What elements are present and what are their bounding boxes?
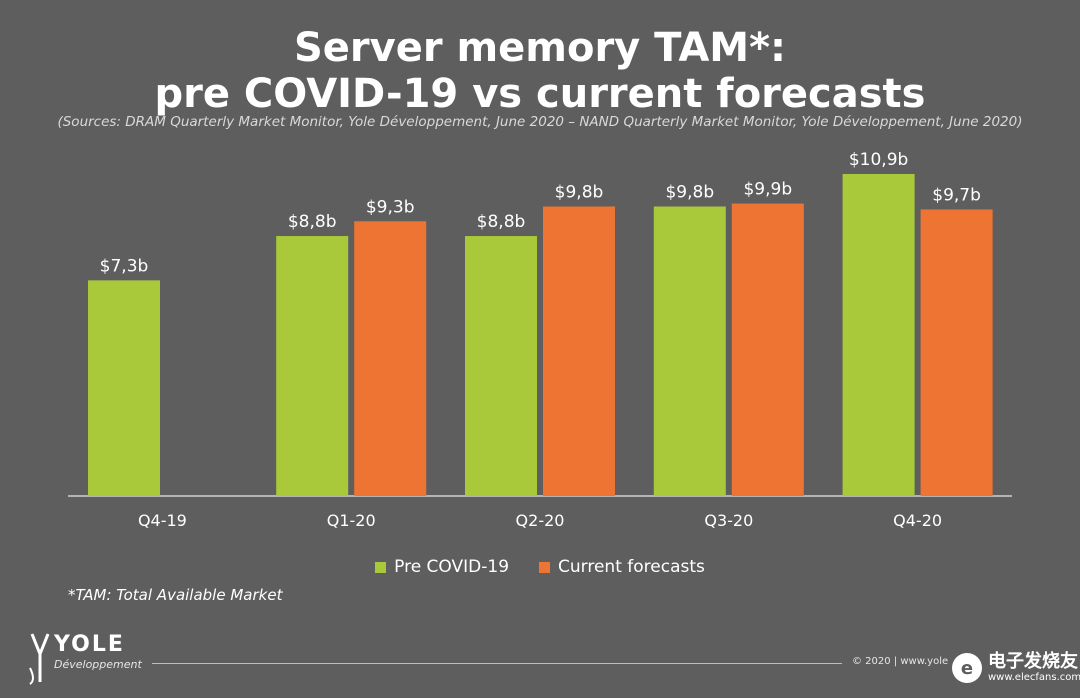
legend-label-pre: Pre COVID-19	[394, 557, 510, 577]
bar-value-label: $9,8b	[665, 182, 714, 202]
x-tick-label: Q2-20	[516, 511, 565, 530]
bar-current-forecast	[920, 209, 993, 497]
bar-current-forecast	[543, 206, 615, 496]
yole-logo-name: YOLE	[54, 632, 125, 657]
bar-value-label: $8,8b	[477, 212, 526, 232]
footer-divider	[152, 663, 842, 664]
legend-swatch-current	[539, 561, 551, 573]
yole-logo: YOLE Développement	[28, 628, 168, 690]
legend-label-current: Current forecasts	[558, 557, 705, 577]
x-tick-label: Q4-19	[138, 511, 187, 530]
x-tick-label: Q3-20	[704, 511, 753, 530]
chart-subtitle: (Sources: DRAM Quarterly Market Monitor,…	[57, 114, 1023, 130]
legend: Pre COVID-19 Current forecasts	[0, 557, 1080, 577]
yole-logo-sub: Développement	[54, 658, 142, 671]
watermark-cn: 电子发烧友	[988, 651, 1078, 672]
bar-value-label: $9,9b	[743, 180, 792, 200]
footnote: *TAM: Total Available Market	[68, 586, 283, 604]
x-tick-label: Q4-20	[893, 511, 942, 530]
watermark-url: www.elecfans.com	[988, 672, 1080, 683]
copyright: © 2020 | www.yole	[852, 656, 949, 667]
bar-pre-covid	[842, 174, 915, 496]
bar-value-label: $10,9b	[849, 150, 908, 170]
legend-item-pre: Pre COVID-19	[375, 557, 509, 577]
yole-logo-mark-icon	[29, 633, 50, 685]
bar-pre-covid	[88, 280, 160, 496]
x-tick-label: Q1-20	[327, 511, 376, 530]
watermark-logo-icon: e	[952, 653, 982, 683]
bar-current-forecast	[731, 203, 804, 496]
bar-value-label: $9,7b	[932, 185, 981, 205]
bar-pre-covid	[465, 236, 537, 497]
bar-value-label: $7,3b	[100, 256, 149, 276]
bar-value-label: $8,8b	[288, 212, 337, 232]
bar-pre-covid	[653, 206, 726, 496]
bar-value-label: $9,8b	[555, 182, 604, 202]
chart-title-line2: pre COVID-19 vs current forecasts	[154, 71, 926, 117]
chart-title-line1: Server memory TAM*:	[293, 25, 787, 71]
bar-pre-covid	[276, 236, 349, 497]
bar-value-label: $9,3b	[366, 197, 415, 217]
legend-swatch-pre	[375, 561, 387, 573]
bar-chart: Q4-19 $7,3b Q1-20 $8,8b $9,3b Q2-20 $8,8b $9,8b…	[68, 150, 1012, 530]
watermark: e 电子发烧友 www.elecfans.com	[952, 652, 1080, 684]
legend-item-current: Current forecasts	[539, 557, 705, 577]
bar-current-forecast	[354, 221, 427, 496]
